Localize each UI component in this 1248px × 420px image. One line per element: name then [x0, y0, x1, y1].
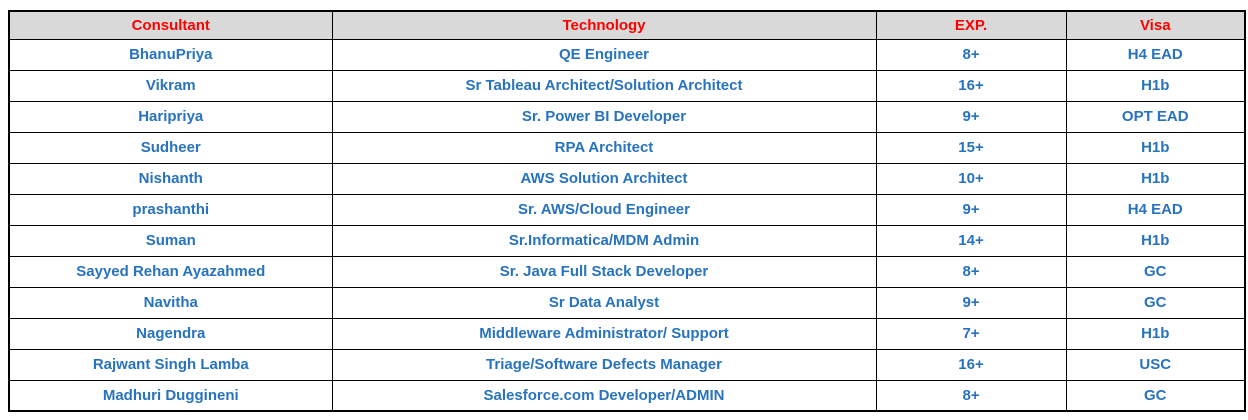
table-row: Sudheer RPA Architect 15+ H1b: [8, 131, 1246, 164]
cell-consultant: Sudheer: [8, 131, 333, 164]
cell-exp: 8+: [875, 255, 1067, 288]
cell-consultant: BhanuPriya: [8, 38, 333, 71]
cell-consultant: Nishanth: [8, 162, 333, 195]
table-row: Suman Sr.Informatica/MDM Admin 14+ H1b: [8, 224, 1246, 257]
cell-exp: 8+: [875, 379, 1067, 412]
cell-visa: H4 EAD: [1065, 193, 1246, 226]
cell-technology: Sr. Java Full Stack Developer: [331, 255, 877, 288]
header-cell-technology: Technology: [331, 10, 877, 40]
table-row: Vikram Sr Tableau Architect/Solution Arc…: [8, 69, 1246, 102]
cell-technology: Sr. AWS/Cloud Engineer: [331, 193, 877, 226]
cell-consultant: Madhuri Duggineni: [8, 379, 333, 412]
cell-exp: 16+: [875, 69, 1067, 102]
cell-consultant: Navitha: [8, 286, 333, 319]
cell-technology: Triage/Software Defects Manager: [331, 348, 877, 381]
cell-visa: GC: [1065, 286, 1246, 319]
cell-technology: RPA Architect: [331, 131, 877, 164]
cell-consultant: Suman: [8, 224, 333, 257]
table-row: Rajwant Singh Lamba Triage/Software Defe…: [8, 348, 1246, 381]
cell-consultant: Rajwant Singh Lamba: [8, 348, 333, 381]
consultant-hotlist-table-container: Consultant Technology EXP. Visa BhanuPri…: [8, 10, 1246, 412]
table-row: Navitha Sr Data Analyst 9+ GC: [8, 286, 1246, 319]
header-cell-visa: Visa: [1065, 10, 1246, 40]
cell-exp: 16+: [875, 348, 1067, 381]
header-cell-consultant: Consultant: [8, 10, 333, 40]
cell-technology: AWS Solution Architect: [331, 162, 877, 195]
cell-visa: H1b: [1065, 224, 1246, 257]
header-cell-exp: EXP.: [875, 10, 1067, 40]
header-row: Consultant Technology EXP. Visa: [8, 10, 1246, 40]
cell-visa: H1b: [1065, 131, 1246, 164]
table-row: Nagendra Middleware Administrator/ Suppo…: [8, 317, 1246, 350]
cell-technology: Sr Tableau Architect/Solution Architect: [331, 69, 877, 102]
cell-visa: OPT EAD: [1065, 100, 1246, 133]
cell-consultant: Sayyed Rehan Ayazahmed: [8, 255, 333, 288]
cell-visa: H4 EAD: [1065, 38, 1246, 71]
table-row: Sayyed Rehan Ayazahmed Sr. Java Full Sta…: [8, 255, 1246, 288]
cell-exp: 9+: [875, 100, 1067, 133]
cell-technology: Salesforce.com Developer/ADMIN: [331, 379, 877, 412]
cell-visa: H1b: [1065, 69, 1246, 102]
cell-exp: 9+: [875, 193, 1067, 226]
cell-exp: 15+: [875, 131, 1067, 164]
cell-visa: GC: [1065, 379, 1246, 412]
cell-consultant: prashanthi: [8, 193, 333, 226]
table-row: prashanthi Sr. AWS/Cloud Engineer 9+ H4 …: [8, 193, 1246, 226]
consultant-hotlist-table: Consultant Technology EXP. Visa BhanuPri…: [8, 10, 1246, 412]
cell-technology: Middleware Administrator/ Support: [331, 317, 877, 350]
cell-exp: 8+: [875, 38, 1067, 71]
cell-visa: H1b: [1065, 162, 1246, 195]
cell-technology: QE Engineer: [331, 38, 877, 71]
cell-exp: 9+: [875, 286, 1067, 319]
cell-technology: Sr Data Analyst: [331, 286, 877, 319]
cell-exp: 10+: [875, 162, 1067, 195]
cell-visa: H1b: [1065, 317, 1246, 350]
cell-visa: GC: [1065, 255, 1246, 288]
cell-exp: 14+: [875, 224, 1067, 257]
cell-consultant: Vikram: [8, 69, 333, 102]
cell-technology: Sr. Power BI Developer: [331, 100, 877, 133]
cell-technology: Sr.Informatica/MDM Admin: [331, 224, 877, 257]
cell-exp: 7+: [875, 317, 1067, 350]
table-row: Madhuri Duggineni Salesforce.com Develop…: [8, 379, 1246, 412]
cell-consultant: Haripriya: [8, 100, 333, 133]
table-row: Nishanth AWS Solution Architect 10+ H1b: [8, 162, 1246, 195]
table-row: Haripriya Sr. Power BI Developer 9+ OPT …: [8, 100, 1246, 133]
table-row: BhanuPriya QE Engineer 8+ H4 EAD: [8, 38, 1246, 71]
cell-visa: USC: [1065, 348, 1246, 381]
cell-consultant: Nagendra: [8, 317, 333, 350]
